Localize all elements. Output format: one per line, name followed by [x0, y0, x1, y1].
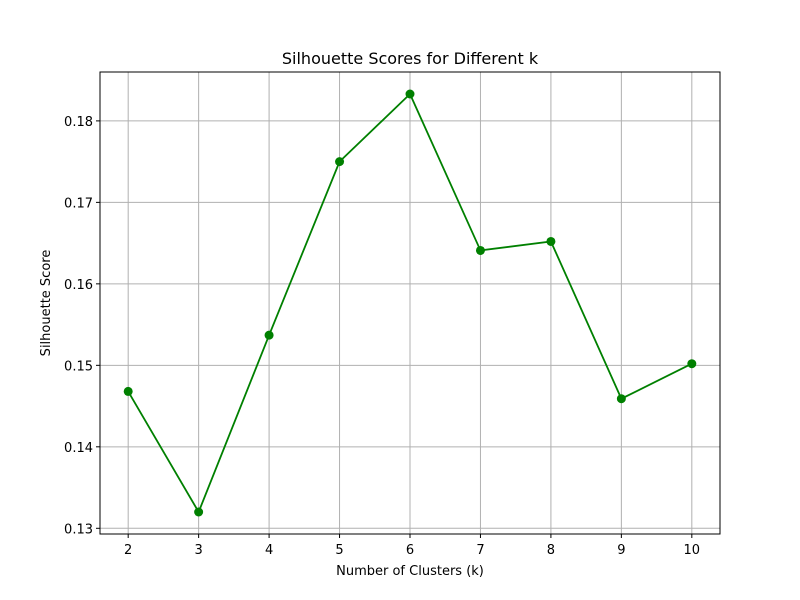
tick-layer: 2 3 4 5 6 7 8 9 10 0.13 0.14 0.15 0.16 0.17 0.18 — [64, 115, 700, 558]
data-point — [194, 507, 204, 517]
data-point — [616, 394, 626, 404]
x-tick-label: 10 — [684, 543, 701, 558]
y-tick-label: 0.15 — [64, 359, 93, 374]
x-tick-label: 7 — [476, 543, 484, 558]
data-point — [546, 236, 556, 246]
series-layer — [123, 89, 697, 517]
data-point — [123, 386, 133, 396]
data-point — [335, 157, 345, 167]
x-tick-label: 2 — [124, 543, 132, 558]
y-tick-label: 0.14 — [64, 441, 93, 456]
y-tick-label: 0.13 — [64, 522, 93, 537]
x-tick-label: 4 — [265, 543, 273, 558]
x-tick-label: 5 — [335, 543, 343, 558]
data-point — [264, 330, 274, 340]
y-axis-label: Silhouette Score — [39, 250, 54, 357]
y-tick-label: 0.17 — [64, 196, 93, 211]
chart-title: Silhouette Scores for Different k — [282, 49, 539, 68]
x-axis-label: Number of Clusters (k) — [336, 564, 484, 579]
x-tick-label: 3 — [194, 543, 202, 558]
data-point — [405, 89, 415, 99]
data-point — [475, 245, 485, 255]
y-tick-label: 0.18 — [64, 115, 93, 130]
x-tick-label: 9 — [617, 543, 625, 558]
data-point — [687, 359, 697, 369]
y-tick-label: 0.16 — [64, 278, 93, 293]
x-tick-label: 6 — [406, 543, 414, 558]
x-tick-label: 8 — [547, 543, 555, 558]
grid-layer — [100, 72, 720, 534]
